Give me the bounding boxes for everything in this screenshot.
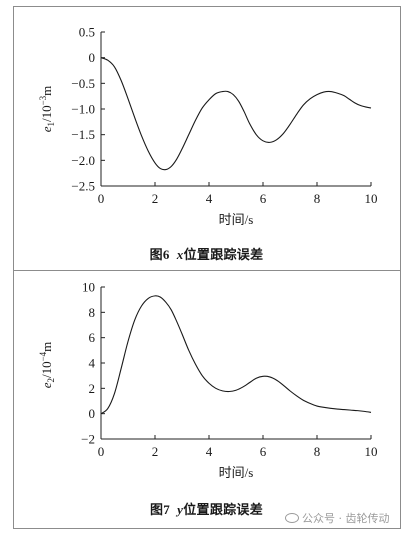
x-tick-label: 4 bbox=[206, 444, 213, 459]
y-tick-label: −1.0 bbox=[71, 102, 95, 117]
caption-prefix: 图6 bbox=[149, 247, 170, 262]
caption-prefix: 图7 bbox=[149, 502, 171, 517]
x-tick-label: 0 bbox=[98, 191, 105, 206]
y-tick-label: 0.5 bbox=[79, 25, 95, 40]
y-tick-label: −0.5 bbox=[71, 76, 95, 91]
series-line bbox=[100, 295, 372, 415]
y-tick-label: −2.5 bbox=[71, 179, 95, 194]
x-axis-label: 时间/s bbox=[219, 465, 254, 480]
x-tick-label: 8 bbox=[314, 191, 321, 206]
y-tick-label: 2 bbox=[89, 381, 96, 396]
y-tick-label: −2.0 bbox=[71, 153, 95, 168]
x-axis-label: 时间/s bbox=[219, 212, 254, 227]
y-tick-label: 4 bbox=[89, 356, 96, 371]
y-axis-label: e1/10−3m bbox=[38, 86, 56, 133]
y-axis-label: e2/10−4m bbox=[38, 342, 56, 389]
figure-caption-6: 图6 x位置跟踪误差 bbox=[0, 244, 413, 263]
series-line bbox=[100, 57, 372, 171]
y-tick-label: −1.5 bbox=[71, 127, 95, 142]
caption-variable: x bbox=[176, 247, 184, 262]
figure-frame bbox=[13, 6, 401, 529]
x-tick-label: 0 bbox=[98, 444, 105, 459]
x-tick-label: 2 bbox=[152, 191, 159, 206]
y-tick-label: 8 bbox=[89, 305, 96, 320]
y-tick-label: 0 bbox=[89, 406, 96, 421]
x-tick-label: 10 bbox=[365, 191, 378, 206]
y-tick-label: 0 bbox=[89, 50, 96, 65]
caption-variable: y bbox=[177, 502, 184, 517]
caption-text: 位置跟踪误差 bbox=[183, 247, 264, 262]
x-tick-label: 8 bbox=[314, 444, 321, 459]
figure-divider bbox=[13, 270, 401, 271]
watermark-text: 公众号 · 齿轮传动 bbox=[302, 512, 390, 525]
caption-text: 位置跟踪误差 bbox=[183, 502, 264, 517]
y-tick-label: −2 bbox=[81, 432, 95, 447]
y-tick-label: 10 bbox=[82, 280, 95, 295]
x-tick-label: 6 bbox=[260, 191, 267, 206]
watermark: 公众号 · 齿轮传动 bbox=[285, 510, 390, 526]
figure-caption-7: 图7 y位置跟踪误差 bbox=[0, 499, 413, 518]
wechat-icon bbox=[285, 513, 299, 523]
x-tick-label: 2 bbox=[152, 444, 159, 459]
y-tick-label: 6 bbox=[89, 330, 96, 345]
x-tick-label: 4 bbox=[206, 191, 213, 206]
x-tick-label: 10 bbox=[365, 444, 378, 459]
x-tick-label: 6 bbox=[260, 444, 267, 459]
chart-x-position-error: 0.50−0.5−1.0−1.5−2.0−2.50 2 4 6 8 10时间/se1/10… bbox=[38, 25, 378, 228]
